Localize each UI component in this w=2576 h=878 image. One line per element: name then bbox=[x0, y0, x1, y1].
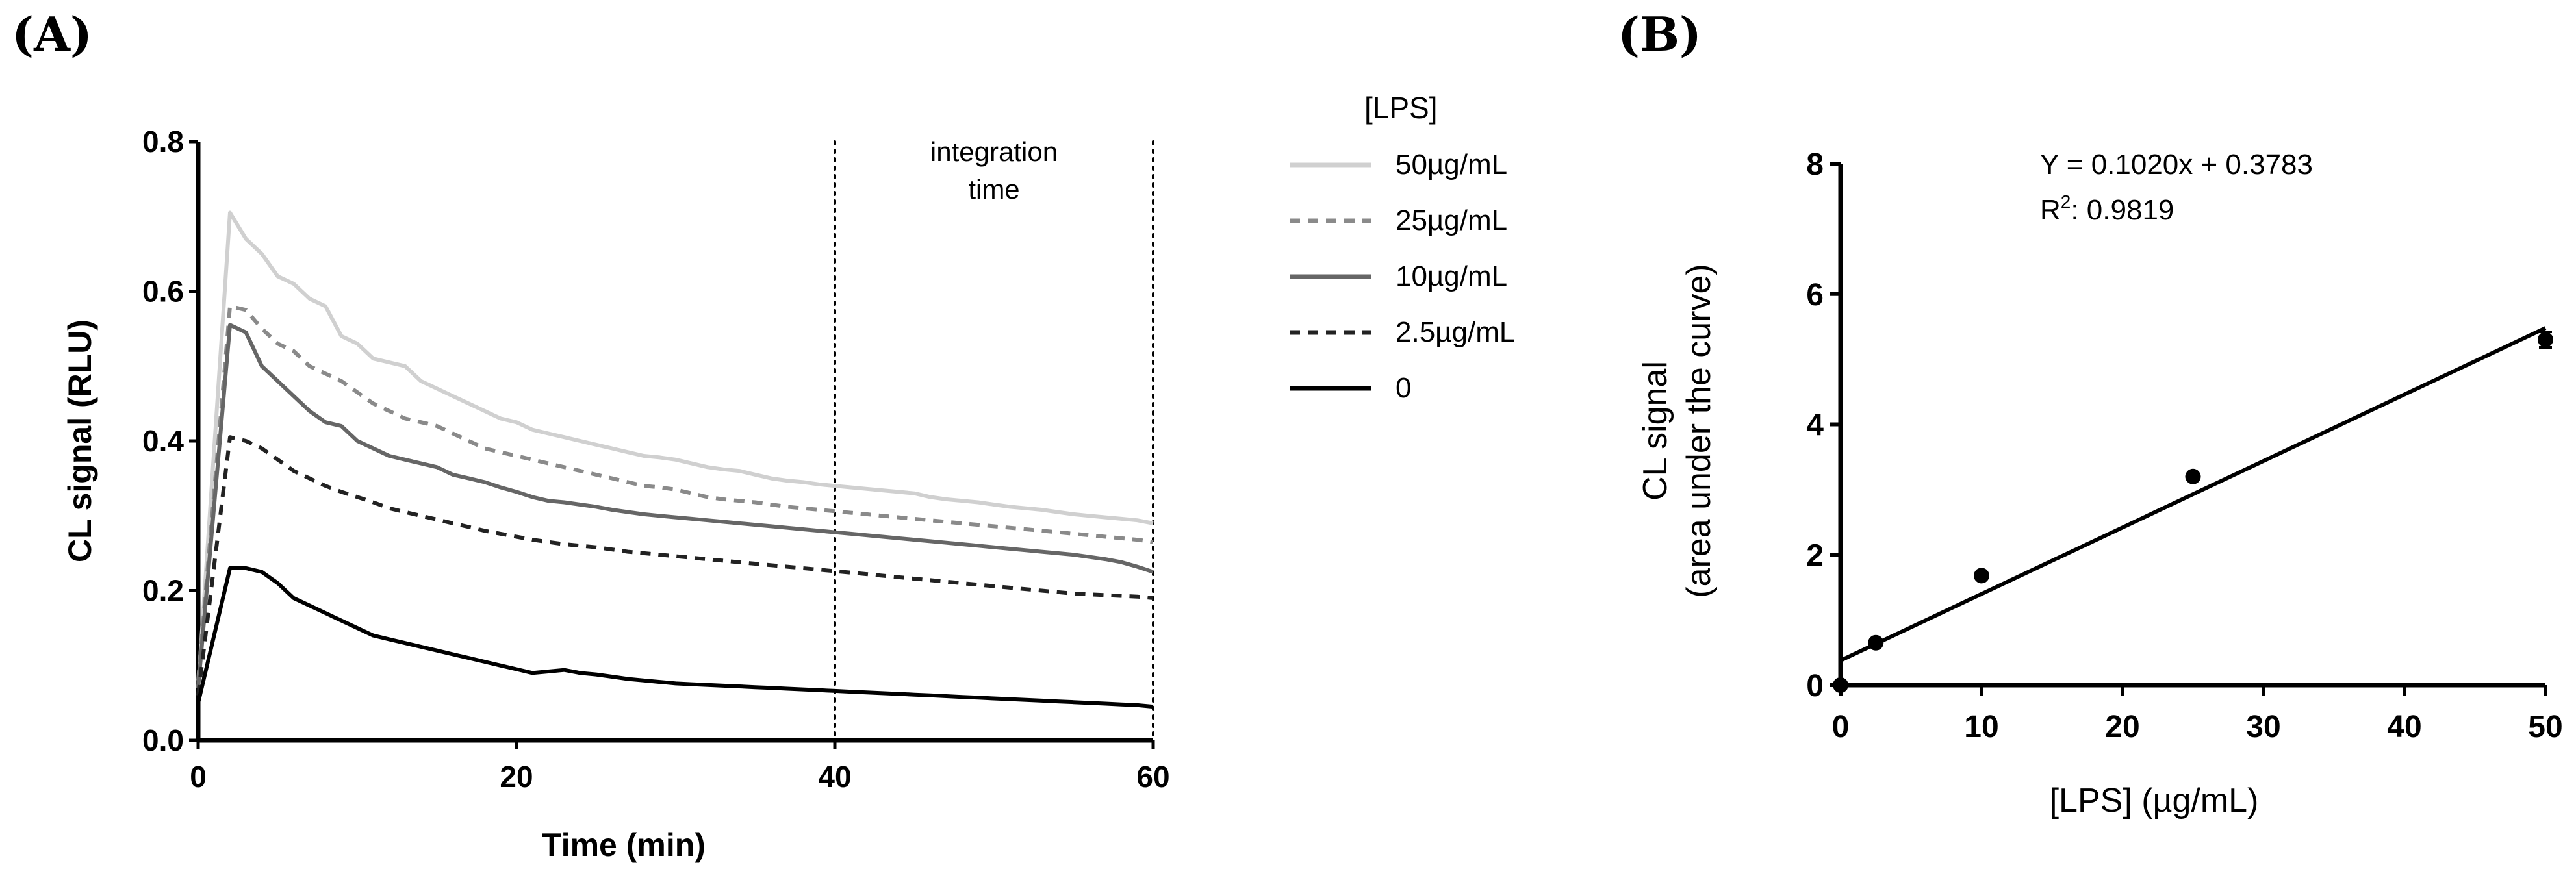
data-point-4 bbox=[2538, 332, 2553, 348]
panel-a-x-tick-label: 0 bbox=[190, 760, 207, 794]
r-squared-label: R2: 0.9819 bbox=[2040, 192, 2174, 226]
panel-a-x-tick-label: 60 bbox=[1136, 760, 1169, 794]
panel-b-y-tick-label: 6 bbox=[1806, 278, 1824, 312]
legend-title: [LPS] bbox=[1364, 91, 1438, 125]
r-squared-r: R bbox=[2040, 194, 2061, 226]
integration-time-label-line1: integration bbox=[930, 136, 1058, 167]
legend-label-3: 2.5µg/mL bbox=[1396, 316, 1515, 348]
panel-a-axes: 0.0 0.2 0.4 0.6 0.8 0 20 40 60 bbox=[142, 125, 1170, 794]
panel-a-series bbox=[196, 210, 1154, 709]
panel-b-y-axis-title-line2: (area under the curve) bbox=[1680, 264, 1718, 598]
panel-b-y-tick-label: 4 bbox=[1806, 408, 1824, 443]
panel-b-points bbox=[1833, 326, 2553, 693]
panel-b-x-axis-title: [LPS] (µg/mL) bbox=[2050, 782, 2259, 820]
data-point-1 bbox=[1868, 634, 1884, 651]
panel-label-b: (B) bbox=[1618, 6, 1702, 62]
panel-a-x-tick-label: 20 bbox=[500, 760, 533, 794]
legend-label-0: 50µg/mL bbox=[1396, 149, 1507, 181]
panel-b-x-tick-label: 20 bbox=[2105, 710, 2139, 744]
legend: [LPS] 50µg/mL 25µg/mL 10µg/mL 2.5µg/mL 0 bbox=[1290, 91, 1515, 404]
data-point-2 bbox=[1974, 568, 1989, 584]
panel-a-y-tick-label: 0.4 bbox=[142, 424, 184, 458]
panel-b-axes: 0 2 4 6 8 0 10 20 30 40 50 bbox=[1806, 147, 2562, 744]
data-point-3 bbox=[2185, 468, 2201, 484]
panel-a-chart: 0.0 0.2 0.4 0.6 0.8 0 20 40 60 Time (min) CL sig… bbox=[62, 125, 1170, 863]
integration-time-label-line2: time bbox=[968, 174, 1019, 205]
panel-a-x-tick-label: 40 bbox=[818, 760, 851, 794]
panel-a-y-axis-title: CL signal (RLU) bbox=[62, 320, 98, 562]
panel-a-y-tick-label: 0.2 bbox=[142, 574, 184, 608]
legend-label-1: 25µg/mL bbox=[1396, 205, 1507, 236]
panel-b-y-tick-label: 8 bbox=[1806, 147, 1824, 182]
series-line-4 bbox=[196, 566, 1154, 709]
panel-b-chart: 0 2 4 6 8 0 10 20 30 40 50 [LPS] (µg/mL) CL signal… bbox=[1637, 147, 2563, 820]
r-squared-value: : 0.9819 bbox=[2071, 194, 2174, 226]
r-squared-superscript: 2 bbox=[2061, 192, 2071, 212]
panel-b-x-tick-label: 40 bbox=[2387, 710, 2421, 744]
panel-a-y-tick-label: 0.6 bbox=[142, 275, 184, 308]
fit-equation: Y = 0.1020x + 0.3783 bbox=[2040, 149, 2313, 181]
panel-a-y-tick-label: 0.8 bbox=[142, 125, 184, 158]
panel-a-y-tick-label: 0.0 bbox=[142, 723, 184, 757]
panel-b-x-tick-label: 10 bbox=[1964, 710, 1998, 744]
panel-b-y-tick-label: 2 bbox=[1806, 538, 1824, 573]
panel-b-x-tick-label: 30 bbox=[2246, 710, 2280, 744]
panel-b-y-tick-label: 0 bbox=[1806, 669, 1824, 703]
series-line-0 bbox=[196, 210, 1154, 688]
legend-label-4: 0 bbox=[1396, 372, 1411, 404]
series-line-3 bbox=[196, 435, 1154, 696]
data-point-0 bbox=[1833, 677, 1848, 693]
panel-label-a: (A) bbox=[12, 6, 92, 62]
legend-label-2: 10µg/mL bbox=[1396, 260, 1507, 292]
series-line-2 bbox=[196, 323, 1154, 688]
panel-b-x-tick-label: 0 bbox=[1832, 710, 1850, 744]
panel-b-y-axis-title-line1: CL signal bbox=[1637, 361, 1674, 501]
panel-b-x-tick-label: 50 bbox=[2528, 710, 2562, 744]
series-line-1 bbox=[196, 304, 1154, 681]
regression-line bbox=[1839, 326, 2547, 662]
panel-a-x-axis-title: Time (min) bbox=[542, 827, 706, 863]
